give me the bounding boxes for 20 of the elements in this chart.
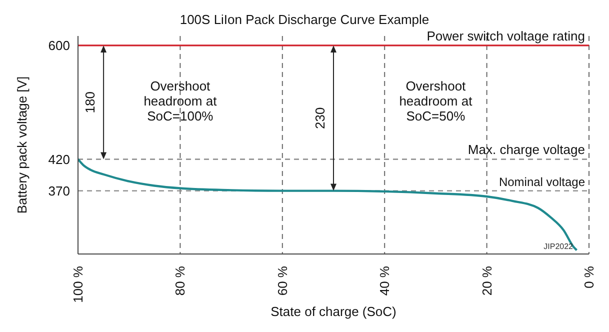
ref-line-label: Power switch voltage rating xyxy=(426,28,585,44)
y-tick-label: 600 xyxy=(48,38,70,54)
x-tick-label: 40 % xyxy=(377,266,392,296)
annotation: Overshoot headroom at SoC=50% xyxy=(398,78,474,124)
x-tick-label: 0 % xyxy=(582,266,596,288)
chart-title: 100S LiIon Pack Discharge Curve Example xyxy=(180,12,430,27)
annotation: Overshoot headroom at SoC=100% xyxy=(142,78,218,124)
x-tick-label: 20 % xyxy=(479,266,494,296)
y-tick-label: 370 xyxy=(48,183,70,198)
annotation: 230 xyxy=(312,107,328,129)
x-tick-label: 80 % xyxy=(172,266,188,296)
y-axis-title: Battery pack voltage [V] xyxy=(14,76,30,214)
annotation: JIP2022 xyxy=(544,242,574,251)
x-axis-title: State of charge (SoC) xyxy=(270,304,396,319)
y-tick-label: 420 xyxy=(48,152,70,167)
x-tick-label: 100 % xyxy=(70,266,86,303)
x-tick-label: 60 % xyxy=(274,266,290,296)
ref-line-label: Nominal voltage xyxy=(498,174,586,189)
ref-line-label: Max. charge voltage xyxy=(468,142,585,158)
annotation: 180 xyxy=(82,91,98,114)
